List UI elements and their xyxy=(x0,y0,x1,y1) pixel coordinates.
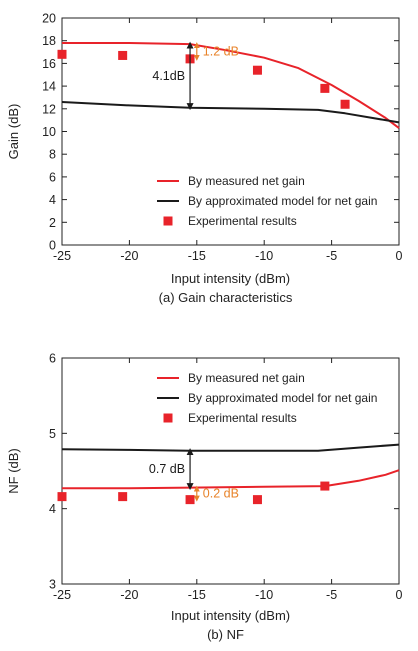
x-tick-label: 0 xyxy=(396,249,403,263)
experimental-point xyxy=(252,495,262,505)
y-tick-label: 20 xyxy=(42,12,56,26)
difference-label: 0.7 dB xyxy=(149,462,185,476)
legend-label: Experimental results xyxy=(188,411,297,425)
y-tick-label: 5 xyxy=(49,427,56,441)
experimental-point xyxy=(57,492,67,502)
x-axis-label: Input intensity (dBm) xyxy=(171,608,290,623)
y-tick-label: 12 xyxy=(42,102,56,116)
x-tick-label: -25 xyxy=(53,249,71,263)
experimental-point xyxy=(118,492,128,502)
x-tick-label: -20 xyxy=(120,588,138,602)
y-tick-label: 3 xyxy=(49,578,56,592)
legend-label: By approximated model for net gain xyxy=(188,391,377,405)
legend-label: By approximated model for net gain xyxy=(188,194,377,208)
experimental-point xyxy=(252,65,262,75)
nf-chart: -25 -20 -15 -10 -5 0 3 4 5 6 Input intensity (dBm)… xyxy=(6,352,403,643)
x-tick-label: -15 xyxy=(188,588,206,602)
legend-label: Experimental results xyxy=(188,214,297,228)
y-tick-label: 18 xyxy=(42,34,56,48)
approx-model-line xyxy=(61,443,400,452)
x-tick-label: -10 xyxy=(255,249,273,263)
legend-label: By measured net gain xyxy=(188,371,305,385)
difference-label-small: 1.2 dB xyxy=(203,44,239,58)
chart-caption: (a) Gain characteristics xyxy=(159,290,293,305)
legend-experimental-swatch xyxy=(163,216,173,226)
x-tick-label: -15 xyxy=(188,249,206,263)
legend-label: By measured net gain xyxy=(188,174,305,188)
y-axis-label: Gain (dB) xyxy=(6,104,21,160)
approx-model-line xyxy=(61,101,400,124)
difference-label: 4.1dB xyxy=(152,69,185,83)
experimental-point xyxy=(320,481,330,491)
plot-area xyxy=(57,443,400,505)
legend-experimental-swatch xyxy=(163,413,173,423)
y-axis-label: NF (dB) xyxy=(6,448,21,494)
y-tick-label: 2 xyxy=(49,216,56,230)
x-tick-label: -20 xyxy=(120,249,138,263)
plot-area xyxy=(57,42,400,129)
y-tick-label: 4 xyxy=(49,193,56,207)
experimental-point xyxy=(340,99,350,109)
y-tick-label: 4 xyxy=(49,502,56,516)
x-tick-label: -10 xyxy=(255,588,273,602)
gain-chart: -25 -20 -15 -10 -5 0 0 2 4 6 8 10 12 14 16 18 20 Input in… xyxy=(6,12,403,306)
legend: By measured net gain By approximated mode… xyxy=(157,371,377,425)
x-tick-label: -5 xyxy=(326,588,337,602)
measured-gain-line xyxy=(62,469,400,490)
difference-label-small: 0.2 dB xyxy=(203,487,239,501)
experimental-point xyxy=(118,50,128,60)
y-tick-label: 0 xyxy=(49,239,56,253)
y-tick-label: 6 xyxy=(49,170,56,184)
experimental-point xyxy=(57,49,67,59)
experimental-point xyxy=(185,495,195,505)
measured-gain-line xyxy=(62,42,400,129)
y-tick-label: 8 xyxy=(49,148,56,162)
x-axis-label: Input intensity (dBm) xyxy=(171,271,290,286)
y-tick-label: 10 xyxy=(42,125,56,139)
y-tick-label: 6 xyxy=(49,352,56,366)
x-tick-label: 0 xyxy=(396,588,403,602)
experimental-point xyxy=(320,83,330,93)
y-tick-label: 16 xyxy=(42,57,56,71)
x-tick-label: -5 xyxy=(326,249,337,263)
x-tick-label: -25 xyxy=(53,588,71,602)
legend: By measured net gain By approximated mode… xyxy=(157,174,377,228)
y-tick-label: 14 xyxy=(42,80,56,94)
chart-caption: (b) NF xyxy=(207,627,244,642)
